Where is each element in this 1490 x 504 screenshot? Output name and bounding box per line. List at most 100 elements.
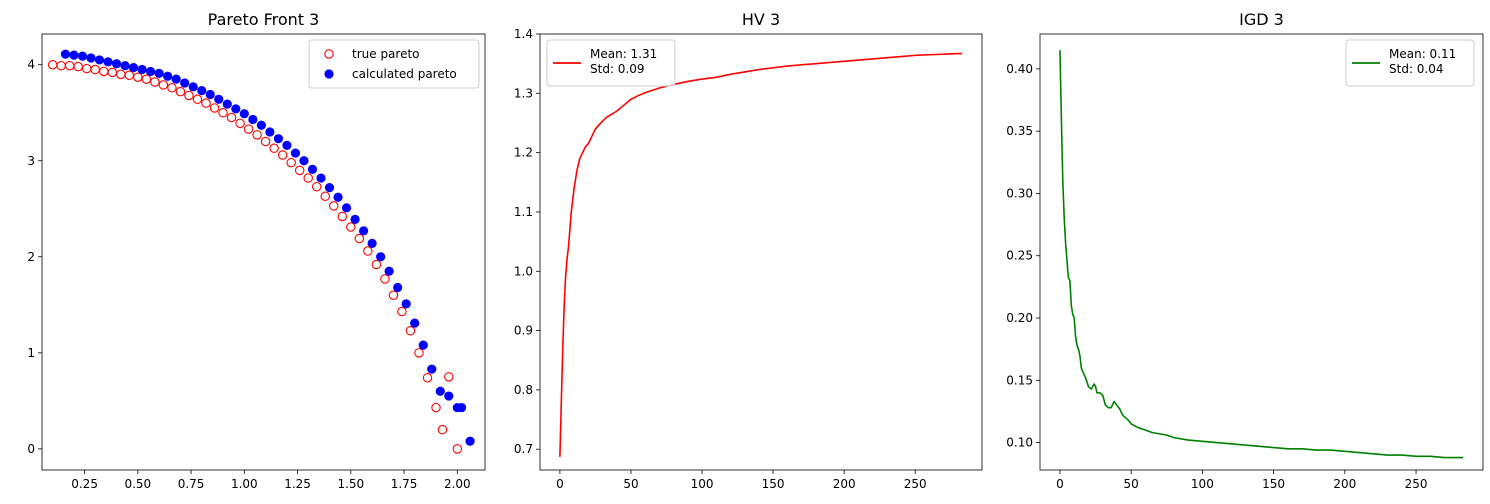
axes-frame bbox=[41, 33, 486, 471]
data-point bbox=[316, 173, 326, 183]
y-tick-label: 3 bbox=[27, 154, 35, 168]
data-point bbox=[431, 402, 441, 413]
data-point bbox=[192, 94, 203, 105]
chart-panel-1: Pareto Front 3 0.25 0.50 0.75 1.00 1.25 1.50 1.… bbox=[27, 10, 486, 491]
data-point bbox=[435, 386, 445, 396]
data-point bbox=[376, 252, 386, 262]
data-point bbox=[90, 64, 100, 75]
data-point bbox=[388, 290, 399, 300]
legend: Mean: 1.31 Std: 0.09 bbox=[546, 39, 676, 87]
series-true-pareto bbox=[47, 59, 463, 454]
x-tick-label: 0.25 bbox=[71, 477, 98, 491]
data-point bbox=[197, 86, 207, 96]
data-point bbox=[354, 233, 365, 244]
data-point bbox=[209, 103, 220, 113]
axes-frame bbox=[1039, 33, 1484, 471]
data-point bbox=[128, 63, 139, 73]
y-tick-label: 0.15 bbox=[1006, 373, 1033, 387]
legend-box bbox=[546, 39, 676, 87]
data-point bbox=[99, 66, 109, 77]
data-point bbox=[248, 114, 258, 125]
data-point bbox=[124, 70, 135, 81]
legend-marker bbox=[324, 49, 334, 59]
y-tick-label: 1.2 bbox=[514, 146, 533, 160]
y-tick-label: 0.9 bbox=[514, 324, 533, 338]
x-tick-label: 1.50 bbox=[337, 477, 364, 491]
data-point bbox=[239, 109, 249, 119]
data-point bbox=[167, 83, 177, 93]
data-point bbox=[337, 211, 348, 222]
y-tick-label: 0.40 bbox=[1006, 62, 1033, 76]
data-point bbox=[422, 373, 433, 383]
data-point bbox=[277, 150, 288, 160]
data-point bbox=[180, 78, 190, 88]
legend-label: calculated pareto bbox=[352, 67, 457, 81]
data-point bbox=[150, 77, 160, 87]
legend-label-line: Mean: 1.31 bbox=[590, 47, 657, 61]
data-point bbox=[286, 157, 296, 168]
x-tick-label: 150 bbox=[762, 477, 785, 491]
data-point bbox=[414, 348, 424, 358]
data-point bbox=[260, 136, 271, 147]
axes-frame bbox=[539, 33, 983, 471]
data-point bbox=[341, 203, 352, 213]
data-point bbox=[333, 192, 343, 202]
x-tick-label: 200 bbox=[833, 477, 856, 491]
x-tick-label: 100 bbox=[691, 477, 714, 491]
data-point bbox=[456, 402, 467, 413]
data-point bbox=[359, 226, 369, 236]
data-point bbox=[397, 306, 407, 317]
y-tick-label: 1 bbox=[27, 346, 35, 360]
data-point bbox=[77, 51, 88, 61]
data-point bbox=[222, 99, 232, 109]
data-point bbox=[256, 120, 266, 130]
chart-title: HV 3 bbox=[742, 10, 780, 29]
data-point bbox=[350, 214, 360, 224]
data-point bbox=[393, 282, 403, 293]
legend: Mean: 0.11 Std: 0.04 bbox=[1345, 39, 1475, 87]
x-tick-label: 250 bbox=[1405, 477, 1428, 491]
data-point bbox=[64, 60, 75, 71]
data-point bbox=[405, 325, 416, 336]
data-point bbox=[427, 364, 437, 374]
data-point bbox=[141, 74, 152, 84]
data-point bbox=[252, 130, 262, 140]
y-tick-label: 1.1 bbox=[514, 205, 533, 219]
data-point bbox=[346, 222, 356, 232]
data-point bbox=[437, 424, 448, 435]
series-line bbox=[559, 52, 963, 457]
x-tick-label: 50 bbox=[1124, 477, 1139, 491]
data-point bbox=[86, 53, 96, 63]
data-point bbox=[184, 90, 194, 101]
y-tick-label: 1.3 bbox=[514, 86, 533, 100]
y-tick-label: 0.10 bbox=[1006, 436, 1033, 450]
y-tick-label: 0.8 bbox=[514, 383, 533, 397]
data-point bbox=[307, 164, 318, 175]
data-point bbox=[371, 259, 382, 270]
data-point bbox=[410, 318, 420, 328]
data-point bbox=[73, 61, 83, 72]
legend-label-line: Mean: 0.11 bbox=[1389, 47, 1456, 61]
data-point bbox=[201, 98, 211, 108]
x-tick-label: 1.75 bbox=[391, 477, 418, 491]
data-point bbox=[103, 57, 113, 67]
legend-label-line: Std: 0.09 bbox=[590, 62, 645, 76]
legend-label: true pareto bbox=[352, 47, 420, 61]
chart-panel-2: HV 3 0 50 100 150 200 250 0.7 0.8 0.9 1.0 1.1 1.2 1.3… bbox=[514, 10, 983, 491]
legend-box bbox=[308, 39, 480, 89]
series-line bbox=[1059, 50, 1464, 459]
y-tick-label: 1.0 bbox=[514, 264, 533, 278]
y-tick-label: 0.30 bbox=[1006, 186, 1033, 200]
data-point bbox=[235, 118, 245, 129]
data-point bbox=[107, 67, 118, 78]
data-point bbox=[116, 69, 126, 80]
data-point bbox=[231, 104, 241, 114]
series-calculated-pareto bbox=[60, 49, 475, 446]
x-tick-label: 1.00 bbox=[231, 477, 258, 491]
data-point bbox=[367, 238, 377, 248]
x-tick-label: 0.75 bbox=[178, 477, 205, 491]
y-tick-label: 0.7 bbox=[514, 442, 533, 456]
plot-data bbox=[1059, 50, 1464, 459]
data-point bbox=[243, 124, 254, 134]
